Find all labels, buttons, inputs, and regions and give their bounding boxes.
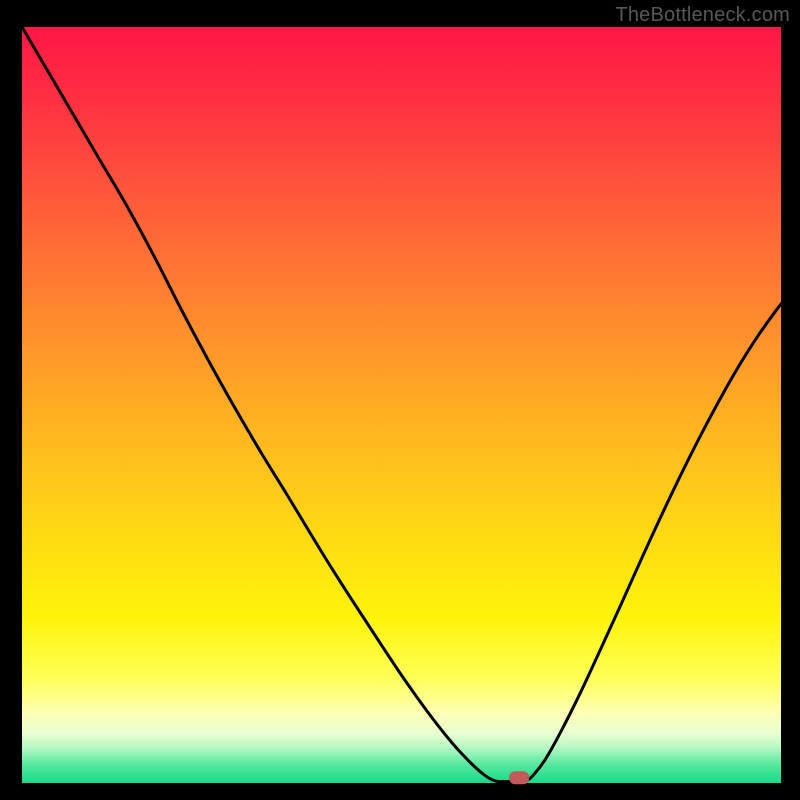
marker-dot [509,771,529,784]
watermark-text: TheBottleneck.com [615,4,790,27]
plot-background [22,27,781,783]
chart-svg [0,0,800,800]
